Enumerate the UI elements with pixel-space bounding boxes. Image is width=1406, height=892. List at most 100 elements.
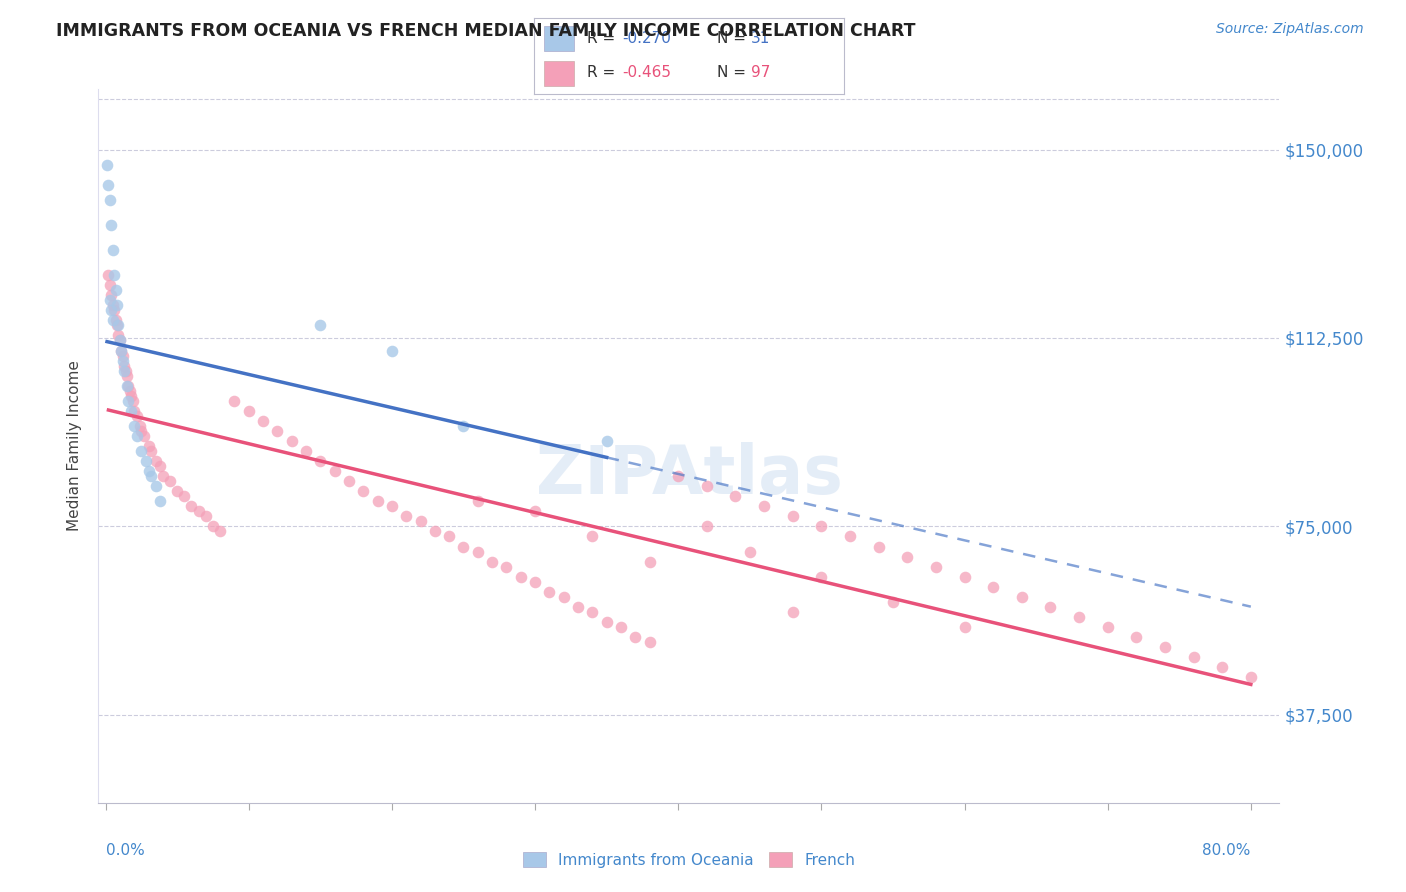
Point xyxy=(103,303,125,318)
Point xyxy=(953,620,976,634)
Point xyxy=(1097,620,1119,634)
Point xyxy=(173,489,195,503)
Point xyxy=(107,318,129,333)
Text: N =: N = xyxy=(717,65,751,80)
Text: 80.0%: 80.0% xyxy=(1202,843,1251,858)
Point xyxy=(180,500,202,514)
Point xyxy=(567,599,589,614)
Point xyxy=(1125,630,1147,644)
Point xyxy=(100,303,122,318)
Point xyxy=(638,555,661,569)
Point xyxy=(309,454,332,468)
Point xyxy=(125,429,148,443)
Point xyxy=(323,464,346,478)
Point xyxy=(107,328,129,343)
Point xyxy=(423,524,446,539)
Point xyxy=(752,500,775,514)
Point xyxy=(453,418,475,433)
Point xyxy=(209,524,232,539)
Point xyxy=(595,615,617,629)
Point xyxy=(696,479,718,493)
Point xyxy=(117,378,139,392)
Point xyxy=(118,384,141,398)
Point xyxy=(105,298,128,312)
Point xyxy=(201,519,224,533)
Point xyxy=(1154,640,1177,654)
Point xyxy=(131,444,153,458)
Point xyxy=(538,584,561,599)
Point xyxy=(252,414,274,428)
Point xyxy=(120,389,142,403)
Point xyxy=(381,343,404,358)
Point xyxy=(581,529,603,543)
FancyBboxPatch shape xyxy=(544,26,575,51)
Point xyxy=(105,318,128,333)
Text: ZIPAtlas: ZIPAtlas xyxy=(536,442,842,508)
Text: -0.465: -0.465 xyxy=(623,65,672,80)
Point xyxy=(266,424,288,438)
Text: R =: R = xyxy=(586,65,620,80)
Point xyxy=(117,393,139,408)
Point xyxy=(194,509,217,524)
Point xyxy=(981,580,1004,594)
Point xyxy=(724,489,747,503)
Text: IMMIGRANTS FROM OCEANIA VS FRENCH MEDIAN FAMILY INCOME CORRELATION CHART: IMMIGRANTS FROM OCEANIA VS FRENCH MEDIAN… xyxy=(56,22,915,40)
Point xyxy=(141,444,163,458)
Point xyxy=(100,218,122,232)
Point xyxy=(882,595,904,609)
Legend: Immigrants from Oceania, French: Immigrants from Oceania, French xyxy=(517,846,860,873)
Point xyxy=(453,540,475,554)
Point xyxy=(149,494,172,508)
Point xyxy=(98,293,121,308)
Text: N =: N = xyxy=(717,31,751,46)
Point xyxy=(1240,670,1263,684)
Point xyxy=(152,469,174,483)
Point xyxy=(595,434,617,448)
Point xyxy=(467,494,489,508)
Point xyxy=(495,559,517,574)
Point xyxy=(97,178,120,192)
Point xyxy=(134,429,156,443)
Point xyxy=(553,590,575,604)
Point xyxy=(1039,599,1062,614)
Point xyxy=(104,283,127,297)
Point xyxy=(101,243,124,257)
Point xyxy=(141,469,163,483)
Text: 0.0%: 0.0% xyxy=(105,843,145,858)
Point xyxy=(925,559,948,574)
Point xyxy=(98,278,121,293)
Point xyxy=(810,569,832,583)
Point xyxy=(101,313,124,327)
Point xyxy=(98,193,121,207)
Point xyxy=(467,544,489,558)
Point xyxy=(111,353,134,368)
Point xyxy=(145,454,167,468)
Point xyxy=(97,268,120,282)
Point xyxy=(131,424,153,438)
Point xyxy=(108,334,131,348)
Point xyxy=(1182,650,1205,665)
Point xyxy=(135,454,157,468)
Point xyxy=(238,404,260,418)
Point xyxy=(101,298,124,312)
Text: 31: 31 xyxy=(751,31,770,46)
Point xyxy=(187,504,209,518)
Point xyxy=(138,464,160,478)
Point xyxy=(120,404,142,418)
Point xyxy=(280,434,302,448)
Point xyxy=(129,418,152,433)
Point xyxy=(810,519,832,533)
Point xyxy=(481,555,503,569)
Point xyxy=(224,393,246,408)
Point xyxy=(115,368,138,383)
Point xyxy=(381,500,404,514)
Point xyxy=(896,549,918,564)
Point xyxy=(96,158,118,172)
Text: R =: R = xyxy=(586,31,620,46)
Point xyxy=(103,268,125,282)
Point xyxy=(115,378,138,392)
Point xyxy=(610,620,633,634)
Point xyxy=(1011,590,1033,604)
Point xyxy=(112,363,135,377)
Point xyxy=(696,519,718,533)
